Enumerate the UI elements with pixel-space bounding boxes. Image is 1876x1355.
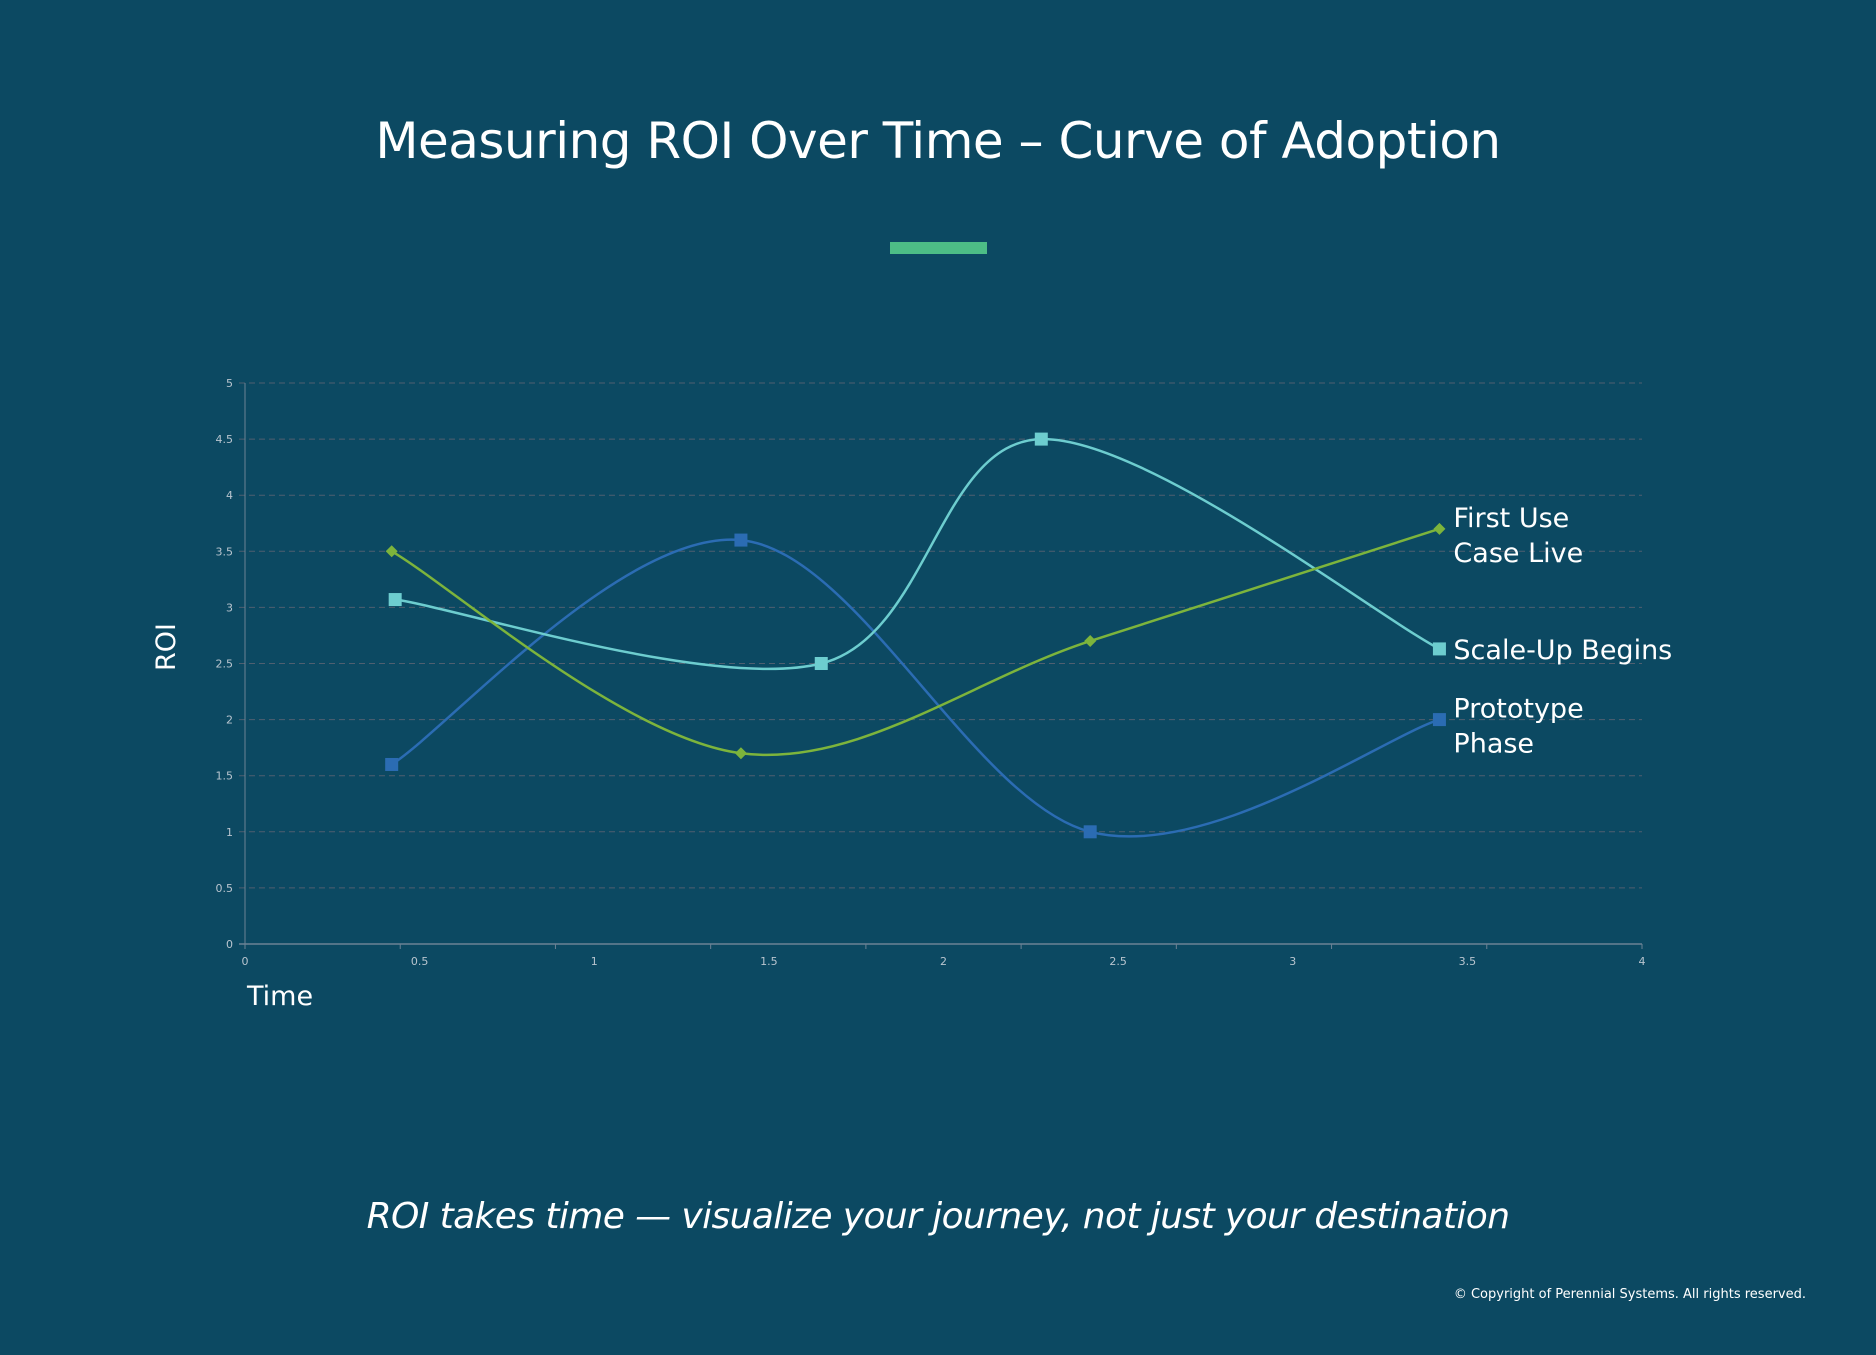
y-tick-label: 0 xyxy=(226,938,233,951)
data-point-marker xyxy=(388,593,402,607)
y-tick-label: 4 xyxy=(226,489,233,502)
series-label: First Use xyxy=(1453,503,1569,534)
y-tick-label: 3.5 xyxy=(216,545,234,558)
data-point-marker xyxy=(385,545,398,558)
x-tick-label: 2 xyxy=(940,955,947,968)
x-tick-label: 0.5 xyxy=(411,955,429,968)
series-label: Prototype xyxy=(1453,694,1583,725)
title-accent-bar xyxy=(890,242,987,254)
x-tick-label: 1 xyxy=(591,955,598,968)
data-point-marker xyxy=(385,757,399,771)
y-axis-title: ROI xyxy=(151,623,182,671)
y-tick-label: 2.5 xyxy=(216,658,234,671)
y-tick-label: 4.5 xyxy=(216,433,234,446)
series-group: Prototype Phase Scale-Up Begins First Use Ca… xyxy=(385,432,1672,839)
x-tick-label: 4 xyxy=(1639,955,1646,968)
series-scale-up-begins: Scale-Up Begins xyxy=(388,432,1672,671)
data-point-marker xyxy=(1432,713,1446,727)
axes: 0 0.5 1 1.5 2 2.5 3 3.5 4 4.5 5 0 0.5 1 1.5 2 2.5 3 3.5 4 xyxy=(216,377,1646,968)
data-point-marker xyxy=(1432,642,1446,656)
series-label: Scale-Up Begins xyxy=(1453,635,1672,666)
series-line xyxy=(391,527,1440,757)
data-point-marker xyxy=(814,657,828,670)
series-prototype-phase: Prototype Phase xyxy=(385,533,1584,839)
x-tick-label: 3 xyxy=(1289,955,1296,968)
y-tick-label: 5 xyxy=(226,377,233,390)
data-point-marker xyxy=(1083,825,1097,839)
series-label: Phase xyxy=(1453,729,1534,760)
y-tick-label: 1.5 xyxy=(216,770,234,783)
x-tick-label: 3.5 xyxy=(1459,955,1477,968)
chart-title: Measuring ROI Over Time – Curve of Adopt… xyxy=(375,112,1501,170)
y-tick-label: 2 xyxy=(226,714,233,727)
y-tick-label: 1 xyxy=(226,826,233,839)
y-tick-label: 3 xyxy=(226,601,233,614)
x-axis-title: Time xyxy=(246,981,313,1012)
data-point-marker xyxy=(1034,432,1048,446)
gridlines xyxy=(239,382,1642,889)
series-first-use-case-live: First Use Case Live xyxy=(385,503,1583,760)
data-point-marker xyxy=(734,533,748,547)
x-tick-label: 1.5 xyxy=(760,955,778,968)
y-tick-label: 0.5 xyxy=(216,882,234,895)
data-point-marker xyxy=(734,747,747,760)
series-line xyxy=(394,437,1441,671)
series-line xyxy=(391,538,1440,838)
series-label: Case Live xyxy=(1453,538,1583,569)
data-point-marker xyxy=(1433,522,1446,535)
x-tick-label: 2.5 xyxy=(1109,955,1127,968)
x-tick-label: 0 xyxy=(242,955,249,968)
data-point-marker xyxy=(1084,635,1097,648)
chart-subtitle: ROI takes time — visualize your journey,… xyxy=(366,1196,1510,1237)
copyright-notice: © Copyright of Perennial Systems. All ri… xyxy=(1453,1287,1806,1302)
